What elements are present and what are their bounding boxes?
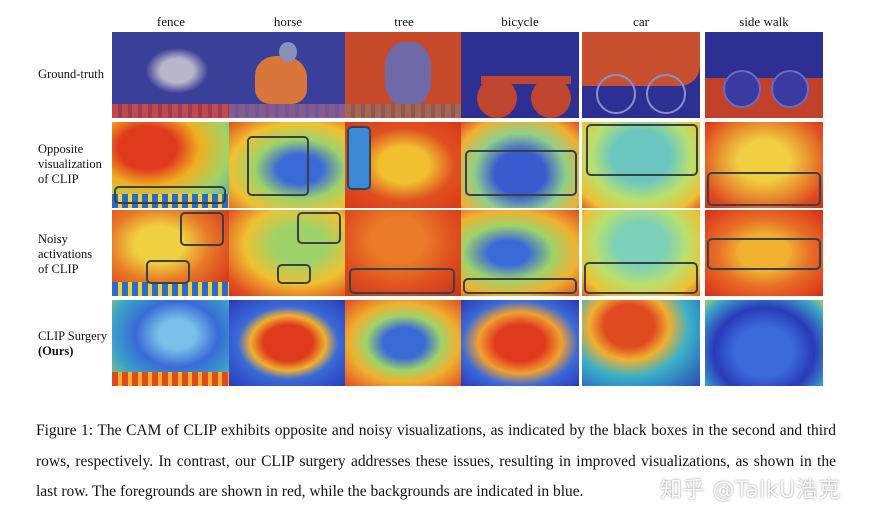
image-groundtruth-tree <box>345 32 463 118</box>
annotation-box <box>586 124 698 176</box>
row-label-line: of CLIP <box>38 262 79 276</box>
image-groundtruth-bicycle <box>461 32 579 118</box>
heatmap-opposite-car <box>582 122 700 208</box>
heatmap-noisy-sidewalk <box>705 210 823 296</box>
annotation-box <box>465 150 577 196</box>
annotation-box <box>247 136 309 196</box>
image-groundtruth-car <box>582 32 700 118</box>
heatmap-opposite-sidewalk <box>705 122 823 208</box>
row-label-ground-truth: Ground-truth <box>38 67 112 82</box>
annotation-box <box>297 212 341 244</box>
row-label-line: Noisy <box>38 232 68 246</box>
heatmap-noisy-tree <box>345 210 463 296</box>
image-groundtruth-horse <box>229 32 347 118</box>
watermark: 知乎 @TalkU浩克 <box>660 478 841 503</box>
heatmap-ours-fence <box>112 300 230 386</box>
heatmap-ours-bicycle <box>461 300 579 386</box>
heatmap-opposite-fence <box>112 122 230 208</box>
row-label-line: Ground-truth <box>38 67 104 81</box>
heatmap-noisy-horse <box>229 210 347 296</box>
annotation-box <box>349 268 455 294</box>
annotation-box <box>584 262 698 294</box>
heatmap-noisy-car <box>582 210 700 296</box>
heatmap-opposite-tree <box>345 122 463 208</box>
row-label-clip-surgery: CLIP Surgery (Ours) <box>38 329 112 359</box>
annotation-box <box>463 278 577 294</box>
heatmap-opposite-horse <box>229 122 347 208</box>
column-label-bicycle: bicycle <box>501 14 539 29</box>
row-label-line: of CLIP <box>38 172 79 186</box>
row-label-line: CLIP Surgery <box>38 329 108 343</box>
heatmap-noisy-fence <box>112 210 230 296</box>
column-label-side-walk: side walk <box>739 14 789 29</box>
heatmap-ours-tree <box>345 300 463 386</box>
heatmap-ours-sidewalk <box>705 300 823 386</box>
annotation-box <box>146 260 190 284</box>
column-label-fence: fence <box>156 14 186 29</box>
image-groundtruth-fence <box>112 32 230 118</box>
heatmap-ours-horse <box>229 300 347 386</box>
column-label-car: car <box>633 14 649 29</box>
annotation-box <box>707 238 821 270</box>
annotation-box <box>347 126 371 190</box>
figure-caption: Figure 1: The CAM of CLIP exhibits oppos… <box>36 422 836 500</box>
row-label-ours: (Ours) <box>38 344 74 358</box>
heatmap-ours-car <box>582 300 700 386</box>
annotation-box <box>180 212 224 246</box>
row-label-line: Opposite <box>38 142 84 156</box>
image-groundtruth-sidewalk <box>705 32 823 118</box>
column-label-horse: horse <box>273 14 303 29</box>
column-label-tree: tree <box>394 14 414 29</box>
heatmap-noisy-bicycle <box>461 210 579 296</box>
row-label-noisy: Noisy activations of CLIP <box>38 232 112 277</box>
annotation-box <box>707 172 821 206</box>
annotation-box <box>114 186 226 204</box>
heatmap-opposite-bicycle <box>461 122 579 208</box>
row-label-opposite: Opposite visualization of CLIP <box>38 142 112 187</box>
row-label-line: activations <box>38 247 93 261</box>
annotation-box <box>277 264 311 284</box>
row-label-line: visualization <box>38 157 102 171</box>
